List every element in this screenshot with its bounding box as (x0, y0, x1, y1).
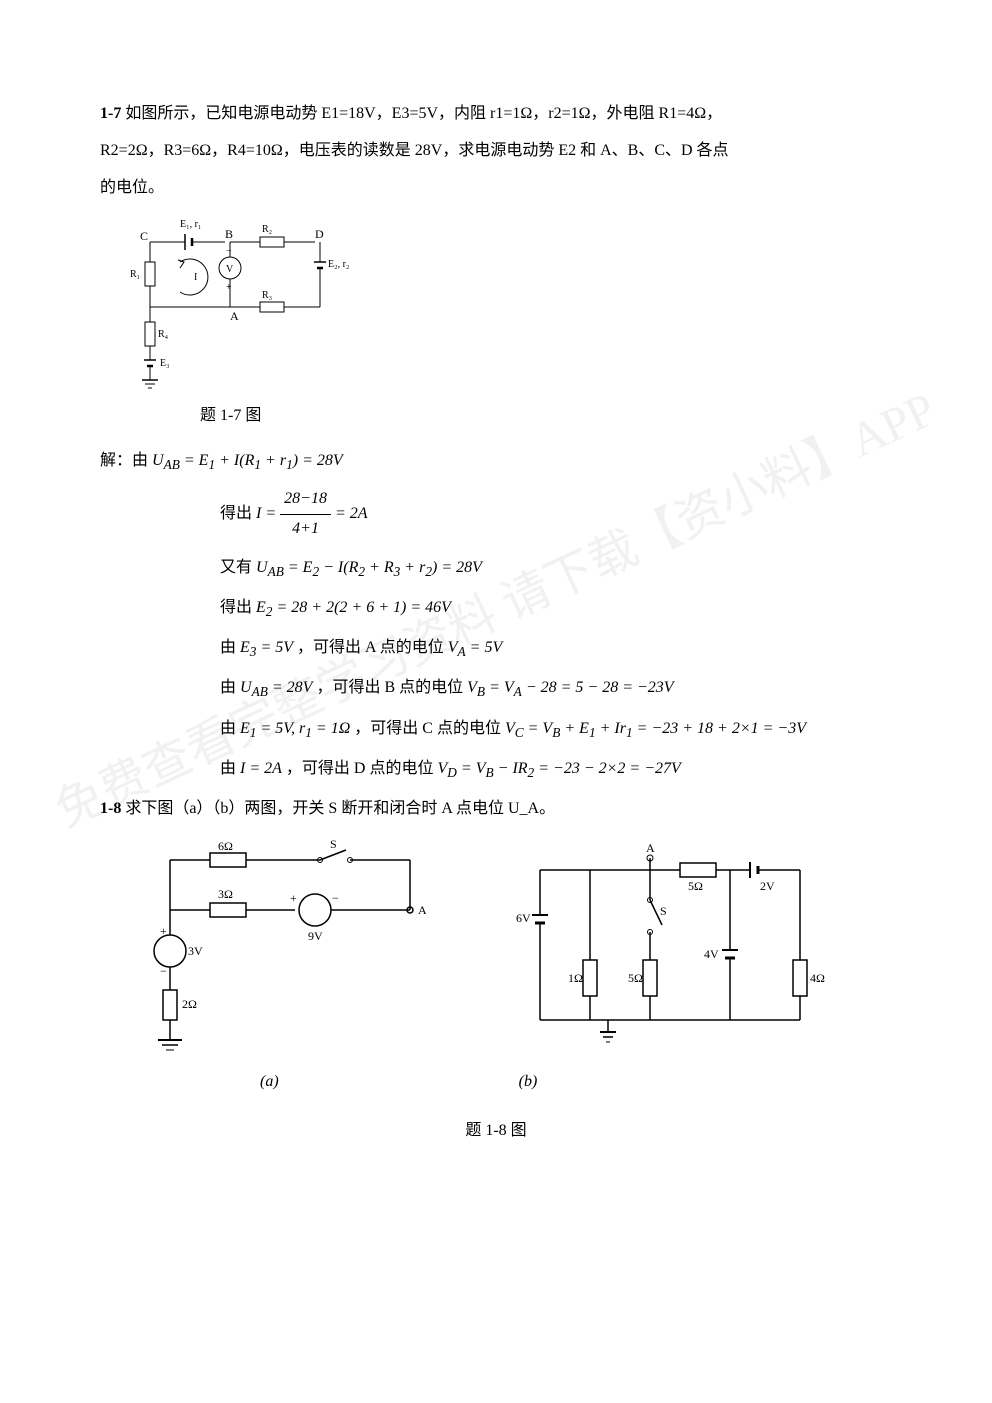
problem-17-line3: 的电位。 (100, 174, 892, 203)
label-a: (a) (260, 1068, 279, 1097)
svg-text:2V: 2V (760, 879, 775, 893)
svg-text:R₁: R₁ (130, 269, 140, 280)
svg-text:3V: 3V (188, 944, 203, 958)
svg-text:S: S (660, 904, 667, 918)
svg-text:−: − (160, 964, 167, 978)
svg-text:A: A (646, 841, 655, 855)
sol-17-line5: 由 E3 = 5V ，可得出 A 点的电位 VA = 5V (220, 634, 892, 664)
svg-text:A: A (418, 903, 427, 917)
problem-18-text-body: 求下图（a）（b）两图，开关 S 断开和闭合时 A 点电位 U_A。 (125, 800, 555, 817)
svg-text:R₃: R₃ (262, 290, 272, 301)
problem-17-text: 1-7 如图所示，已知电源电动势 E1=18V，E3=5V，内阻 r1=1Ω，r… (100, 100, 892, 129)
sol-17-line4: 得出 E2 = 28 + 2(2 + 6 + 1) = 46V (220, 594, 892, 624)
svg-text:C: C (140, 229, 148, 243)
svg-text:9V: 9V (308, 929, 323, 943)
svg-text:V: V (226, 264, 234, 275)
sol-17-line1: 解：由 UAB = E1 + I(R1 + r1) = 28V (100, 447, 892, 477)
svg-text:+: + (226, 282, 232, 293)
fig-17-caption: 题 1-7 图 (200, 402, 892, 431)
svg-text:1Ω: 1Ω (568, 971, 583, 985)
sol-17-line8: 由 I = 2A ，可得出 D 点的电位 VD = VB − IR2 = −23… (220, 755, 892, 785)
label-b: (b) (519, 1068, 538, 1097)
svg-text:E₂, r₂: E₂, r₂ (328, 259, 349, 270)
svg-text:+: + (290, 891, 297, 905)
svg-text:S: S (330, 840, 337, 851)
page-content: 1-7 如图所示，已知电源电动势 E1=18V，E3=5V，内阻 r1=1Ω，r… (100, 100, 892, 1145)
circuit-18-labels: (a) (b) (260, 1068, 892, 1097)
sol-17-line6: 由 UAB = 28V ，可得出 B 点的电位 VB = VA − 28 = 5… (220, 674, 892, 704)
problem-18-num: 1-8 (100, 800, 121, 817)
circuit-18b: A 5Ω 2V 6V 1Ω (500, 840, 840, 1060)
svg-text:6V: 6V (516, 911, 531, 925)
svg-text:B: B (225, 227, 233, 241)
svg-text:6Ω: 6Ω (218, 840, 233, 853)
svg-text:A: A (230, 309, 239, 323)
circuit-18-pair: 6Ω S 3Ω + − 9V A (120, 840, 892, 1060)
svg-text:4V: 4V (704, 947, 719, 961)
svg-text:3Ω: 3Ω (218, 887, 233, 901)
sol-17-line3: 又有 UAB = E2 − I(R2 + R3 + r2) = 28V (220, 554, 892, 584)
svg-text:−: − (226, 246, 232, 257)
svg-text:5Ω: 5Ω (688, 879, 703, 893)
problem-17-line1: 如图所示，已知电源电动势 E1=18V，E3=5V，内阻 r1=1Ω，r2=1Ω… (125, 105, 722, 122)
sol-17-line2: 得出 I = 28−18 4+1 = 2A (220, 485, 892, 544)
svg-text:5Ω: 5Ω (628, 971, 643, 985)
svg-text:4Ω: 4Ω (810, 971, 825, 985)
sol-17-line7: 由 E1 = 5V, r1 = 1Ω ，可得出 C 点的电位 VC = VB +… (220, 715, 892, 745)
svg-text:R₄: R₄ (158, 329, 169, 340)
svg-text:−: − (332, 891, 339, 905)
problem-17-line2: R2=2Ω，R3=6Ω，R4=10Ω，电压表的读数是 28V，求电源电动势 E2… (100, 137, 892, 166)
problem-18-text: 1-8 求下图（a）（b）两图，开关 S 断开和闭合时 A 点电位 U_A。 (100, 795, 892, 824)
svg-text:2Ω: 2Ω (182, 997, 197, 1011)
svg-text:E₃: E₃ (160, 358, 170, 369)
svg-text:D: D (315, 227, 324, 241)
svg-text:I: I (194, 272, 197, 283)
svg-text:+: + (160, 924, 167, 938)
problem-17-num: 1-7 (100, 105, 121, 122)
svg-text:E₁, r₁: E₁, r₁ (180, 219, 201, 230)
circuit-18a: 6Ω S 3Ω + − 9V A (120, 840, 440, 1060)
fig-18-caption: 题 1-8 图 (100, 1117, 892, 1146)
svg-text:R₂: R₂ (262, 224, 272, 235)
circuit-17-diagram: C E₁, r₁ B R₂ D R₁ E₂, r₂ (130, 212, 892, 392)
